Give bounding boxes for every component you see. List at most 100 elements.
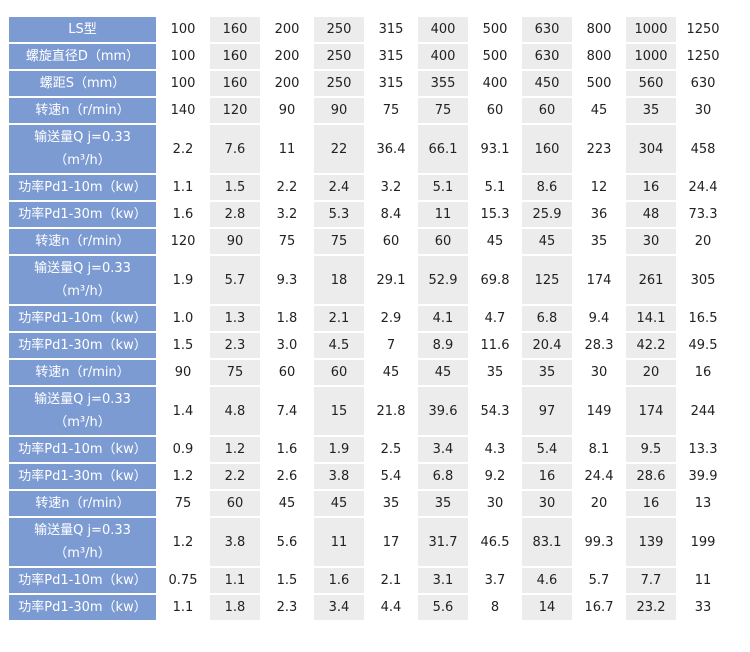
table-cell: 45	[486, 234, 504, 249]
table-row: 功率Pd1-10m（kw） 0.75 1.1 1.5 1.6 2.1 3.1 3.7 4.6 5.…	[9, 568, 728, 593]
table-cell: 45	[522, 229, 572, 254]
table-cell: 1.1	[172, 180, 194, 195]
table-cell: 560	[626, 71, 676, 96]
table-cell: 3.8	[210, 518, 260, 566]
row-label-line: 功率Pd1-10m（kw）	[18, 442, 147, 457]
table-cell: 2.5	[380, 442, 402, 457]
table-cell: 75	[278, 234, 296, 249]
table-cell: 48	[626, 202, 676, 227]
table-cell: 60	[522, 98, 572, 123]
table-cell: 54.3	[480, 403, 510, 419]
spec-table: LS型 100 160 200 250 315 400 500 630 800 1000 1250 螺旋…	[7, 15, 730, 622]
table-cell: 2.9	[380, 311, 402, 326]
table-cell: 1.9	[314, 437, 364, 462]
table-cell: 75	[174, 496, 192, 511]
row-label-line: 转速n（r/min）	[35, 496, 130, 511]
table-cell: 25.9	[522, 202, 572, 227]
table-cell: 13	[694, 496, 712, 511]
table-cell: 4.4	[380, 600, 402, 615]
table-cell: 4.7	[484, 311, 506, 326]
table-cell: 69.8	[480, 272, 510, 288]
table-row: 转速n（r/min） 120 90 75 75 60 60 45 45 35 30 20	[9, 229, 728, 254]
table-cell: 160	[210, 71, 260, 96]
row-label: 转速n（r/min）	[9, 491, 156, 516]
table-row: 转速n（r/min） 75 60 45 45 35 35 30 30 20 16 13	[9, 491, 728, 516]
table-cell: 200	[274, 49, 300, 64]
table-cell: 45	[418, 360, 468, 385]
table-cell: 66.1	[418, 125, 468, 173]
table-cell: 21.8	[376, 403, 406, 419]
row-label-line: 转速n（r/min）	[35, 103, 130, 118]
row-label: 功率Pd1-10m（kw）	[9, 175, 156, 200]
row-label: 功率Pd1-30m（kw）	[9, 202, 156, 227]
row-label: 功率Pd1-30m（kw）	[9, 333, 156, 358]
table-cell: 1.5	[210, 175, 260, 200]
row-label: 转速n（r/min）	[9, 98, 156, 123]
table-cell: 35	[590, 234, 608, 249]
table-cell: 100	[170, 76, 196, 91]
table-cell: 99.3	[584, 534, 614, 550]
table-row: 功率Pd1-30m（kw） 1.2 2.2 2.6 3.8 5.4 6.8 9.2 16 24.4…	[9, 464, 728, 489]
table-cell: 3.4	[418, 437, 468, 462]
table-cell: 2.3	[210, 333, 260, 358]
table-cell: 1.8	[210, 595, 260, 620]
row-label: 功率Pd1-10m（kw）	[9, 568, 156, 593]
table-cell: 2.4	[314, 175, 364, 200]
table-cell: 24.4	[688, 180, 718, 195]
table-cell: 8.9	[418, 333, 468, 358]
table-cell: 1.9	[172, 272, 194, 288]
row-label: 螺旋直径D（mm）	[9, 44, 156, 69]
table-cell: 30	[590, 365, 608, 380]
table-cell: 800	[586, 22, 612, 37]
table-cell: 1.2	[172, 534, 194, 550]
table-row: 输送量Q j=0.33 （m³/h） 1.2 3.8 5.6 11 17 31.7 46.5 83…	[9, 518, 728, 566]
table-cell: 630	[522, 17, 572, 42]
table-cell: 120	[210, 98, 260, 123]
table-cell: 2.8	[210, 202, 260, 227]
table-cell: 500	[482, 49, 508, 64]
table-cell: 4.3	[484, 442, 506, 457]
table-row: 转速n（r/min） 90 75 60 60 45 45 35 35 30 20 16	[9, 360, 728, 385]
table-cell: 3.0	[276, 338, 298, 353]
table-cell: 35	[382, 496, 400, 511]
table-cell: 315	[378, 76, 404, 91]
table-cell: 75	[314, 229, 364, 254]
table-cell: 1000	[626, 17, 676, 42]
table-cell: 174	[626, 387, 676, 435]
table-cell: 31.7	[418, 518, 468, 566]
table-cell: 3.8	[314, 464, 364, 489]
table-cell: 30	[522, 491, 572, 516]
table-cell: 35	[418, 491, 468, 516]
row-label: 功率Pd1-10m（kw）	[9, 437, 156, 462]
table-cell: 16.5	[688, 311, 718, 326]
row-label-line: 输送量Q j=0.33	[34, 261, 131, 276]
table-cell: 6.8	[522, 306, 572, 331]
table-cell: 15	[314, 387, 364, 435]
table-cell: 2.3	[276, 600, 298, 615]
table-cell: 174	[586, 272, 612, 288]
table-cell: 304	[626, 125, 676, 173]
table-cell: 125	[522, 256, 572, 304]
table-cell: 30	[694, 103, 712, 118]
table-cell: 8.6	[522, 175, 572, 200]
table-cell: 4.1	[418, 306, 468, 331]
table-cell: 2.2	[276, 180, 298, 195]
table-cell: 45	[590, 103, 608, 118]
table-cell: 5.1	[484, 180, 506, 195]
table-cell: 5.7	[210, 256, 260, 304]
table-cell: 90	[174, 365, 192, 380]
table-cell: 11	[418, 202, 468, 227]
table-cell: 244	[690, 403, 716, 419]
table-row: 功率Pd1-10m（kw） 1.1 1.5 2.2 2.4 3.2 5.1 5.1 8.6 12 1…	[9, 175, 728, 200]
table-cell: 36	[590, 207, 608, 222]
table-row: 功率Pd1-30m（kw） 1.5 2.3 3.0 4.5 7 8.9 11.6 20.4 28.…	[9, 333, 728, 358]
table-row: 功率Pd1-10m（kw） 0.9 1.2 1.6 1.9 2.5 3.4 4.3 5.4 8.1…	[9, 437, 728, 462]
table-cell: 14.1	[626, 306, 676, 331]
table-cell: 3.2	[276, 207, 298, 222]
table-cell: 1.8	[276, 311, 298, 326]
row-label-line: 螺旋直径D（mm）	[25, 49, 140, 64]
table-cell: 73.3	[688, 207, 718, 222]
table-cell: 7.4	[276, 403, 298, 419]
table-cell: 160	[210, 17, 260, 42]
